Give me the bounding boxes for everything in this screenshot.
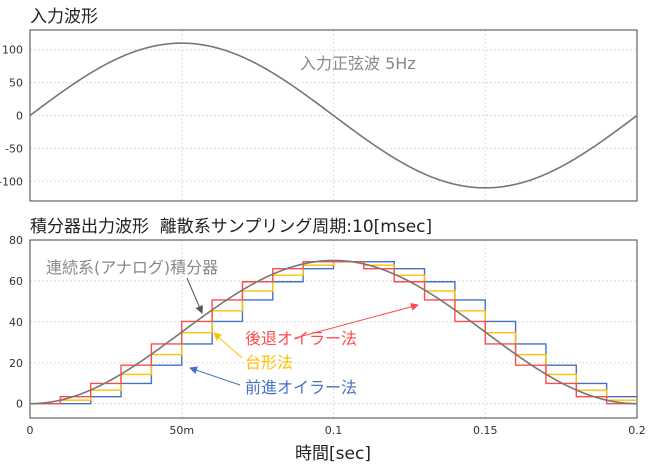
plot-frame bbox=[29, 239, 638, 419]
top-chart-title: 入力波形 bbox=[30, 7, 98, 27]
label-continuous: 連続系(アナログ)積分器 bbox=[46, 258, 218, 277]
y-tick-label: 80 bbox=[9, 234, 23, 247]
y-tick-label: 50 bbox=[9, 77, 23, 90]
label-trapezoid: 台形法 bbox=[245, 353, 293, 372]
arrow-continuous bbox=[186, 277, 203, 314]
bottom-chart-title: 積分器出力波形 離散系サンプリング周期:10[msec] bbox=[30, 217, 432, 237]
top-plot: 100 50 0 -50 -100 bbox=[0, 29, 638, 202]
x-tick-label: 0 bbox=[27, 424, 34, 437]
legend-annotations: 連続系(アナログ)積分器 後退オイラー法 台形法 前進オイラー法 bbox=[46, 258, 419, 397]
x-tick-label: 0.15 bbox=[473, 424, 498, 437]
top-annotation: 入力正弦波 5Hz bbox=[300, 54, 416, 73]
x-tick-label: 50m bbox=[169, 424, 194, 437]
continuous-integrator-line bbox=[29, 259, 638, 405]
label-forward-euler: 前進オイラー法 bbox=[245, 378, 357, 397]
label-backward-euler: 後退オイラー法 bbox=[245, 329, 357, 348]
y-tick-label: -100 bbox=[0, 175, 23, 188]
y-tick-label: 0 bbox=[16, 110, 23, 123]
x-axis-label: 時間[sec] bbox=[295, 444, 371, 464]
y-tick-label: -50 bbox=[5, 142, 23, 155]
arrow-backward bbox=[294, 302, 419, 339]
y-tick-label: 0 bbox=[16, 398, 23, 411]
arrow-forward bbox=[189, 366, 241, 386]
x-tick-label: 0.2 bbox=[628, 424, 646, 437]
series-2-step-line bbox=[30, 260, 637, 405]
y-tick-label: 60 bbox=[9, 275, 23, 288]
x-tick-label: 0.1 bbox=[325, 424, 343, 437]
y-tick-label: 40 bbox=[9, 316, 23, 329]
bottom-plot: 0 20 40 60 80 0 50m 0.1 0.15 0.2 bbox=[9, 234, 646, 437]
y-tick-label: 100 bbox=[2, 44, 23, 57]
arrow-trapezoid bbox=[213, 332, 243, 359]
input-sine-line bbox=[29, 42, 638, 189]
series-3-step-line bbox=[30, 260, 637, 405]
y-tick-label: 20 bbox=[9, 357, 23, 370]
